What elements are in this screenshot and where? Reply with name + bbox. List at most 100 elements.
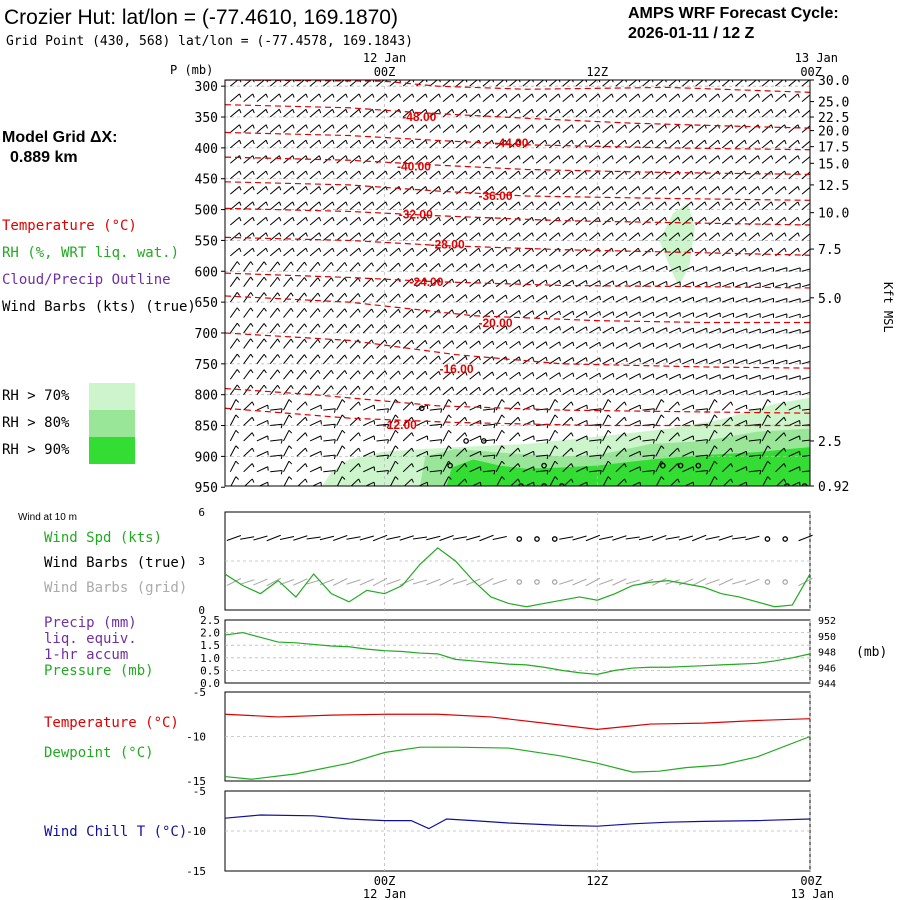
wind-barb <box>243 432 253 442</box>
wind-barb-flag <box>263 369 267 374</box>
wind-barb <box>522 325 533 334</box>
temperature-contour <box>225 295 810 324</box>
wind-barb <box>748 439 761 442</box>
wind-barb <box>495 430 503 442</box>
wind-barb <box>349 354 359 365</box>
wind-barb-flag <box>398 232 401 237</box>
wind-speed-line <box>224 547 811 608</box>
wind-barb <box>655 265 667 272</box>
temp-tick-label: -5 <box>193 686 206 699</box>
wind-barb <box>283 385 292 395</box>
wind-barb-flag <box>611 155 614 160</box>
wind-barb <box>575 341 587 349</box>
wind-barb-flag <box>797 139 800 145</box>
wind-barb <box>243 139 254 149</box>
wind-barb <box>256 369 265 380</box>
wind-barb <box>668 463 679 473</box>
bottom-time-label: 00Z <box>374 874 396 888</box>
wind-barb <box>362 308 373 318</box>
wind-barb <box>589 341 600 349</box>
wind-barb <box>628 450 641 457</box>
wind-barb <box>471 481 481 486</box>
wind-barb <box>296 186 307 195</box>
wind-barb-flag <box>236 338 241 343</box>
wind-barb-flag <box>660 429 665 434</box>
wind-barb-flag <box>704 109 707 114</box>
wind-barb-flag <box>624 447 627 452</box>
wind-barb <box>389 386 399 396</box>
wind-barb-flag <box>611 232 614 237</box>
temperature-contour <box>225 272 810 289</box>
wind-barb-flag <box>252 170 255 175</box>
wind-barb <box>588 139 599 149</box>
grid-wind-barb <box>439 578 454 586</box>
wind-barb-flag <box>744 217 747 222</box>
wind-barb-flag <box>290 338 294 343</box>
wind-barb-flag <box>345 170 348 175</box>
wind-barb-flag <box>730 247 734 253</box>
wind-barb <box>309 232 320 241</box>
wind-barb-flag <box>531 201 534 206</box>
wind-barb-flag <box>398 139 401 145</box>
grid-wind-barb <box>625 579 640 585</box>
wind-barb <box>243 247 254 257</box>
surface-wind-barb <box>279 536 295 540</box>
wind-barb-flag <box>425 186 428 191</box>
wind-barb <box>243 170 254 180</box>
wind-barb <box>229 261 238 272</box>
wind-barb-flag <box>639 311 641 317</box>
wind-barb-flag <box>572 341 575 347</box>
wind-barb <box>256 232 267 241</box>
wind-barb-flag <box>544 139 548 145</box>
wind-barb-flag <box>292 139 295 145</box>
wind-barb-flag <box>546 439 549 444</box>
wind-barb <box>389 108 400 118</box>
wind-barb-flag <box>332 109 335 114</box>
wind-barb <box>402 232 413 241</box>
wind-barb <box>549 108 559 118</box>
wind-barb-flag <box>398 293 401 298</box>
wind-barb <box>655 108 666 118</box>
wind-barb-flag <box>651 232 654 237</box>
wind-barb <box>761 170 772 180</box>
wind-barb-flag <box>677 109 681 114</box>
wind-barb-flag <box>278 247 282 253</box>
wind-barb-flag <box>280 454 283 460</box>
wind-barb-flag <box>504 109 508 114</box>
wind-barb-flag <box>532 279 535 284</box>
wind-barb <box>615 326 627 334</box>
wind-barb <box>575 139 586 149</box>
wind-barb-flag <box>239 232 242 237</box>
wind-barb <box>296 170 307 180</box>
wind-barb <box>349 216 360 226</box>
wind-barb-flag <box>464 463 468 468</box>
wind-barb-flag <box>677 93 681 98</box>
wind-barb <box>788 390 801 396</box>
wind-barb-flag <box>251 401 255 406</box>
cross-section-plot: -48.00-44.00-40.00-36.00-32.00-28.00-24.… <box>225 80 810 486</box>
wind-barb <box>628 80 638 87</box>
pressure-tick-label: 650 <box>195 296 218 311</box>
wind-barb <box>628 280 641 288</box>
wind-barb <box>801 455 810 457</box>
wind-barb <box>482 170 493 180</box>
wind-barb <box>735 170 746 180</box>
wind-barb <box>615 295 627 303</box>
wind-barb-flag <box>637 232 641 237</box>
wind-barb-flag <box>501 429 505 434</box>
wind-barb <box>336 476 343 486</box>
wind-barb-flag <box>504 186 508 191</box>
wind-barb <box>469 108 480 118</box>
wind-barb-flag <box>599 280 601 285</box>
wind-barb <box>269 261 278 272</box>
wind-barb <box>482 201 493 210</box>
grid-wind-barb <box>612 578 627 586</box>
wind-barb <box>270 439 283 442</box>
wind-barb-flag <box>757 217 760 222</box>
wind-barb <box>309 338 319 349</box>
wind-barb <box>296 354 305 365</box>
wind-barb <box>336 385 346 396</box>
wind-barb <box>429 155 440 164</box>
wind-barb-flag <box>411 447 414 452</box>
